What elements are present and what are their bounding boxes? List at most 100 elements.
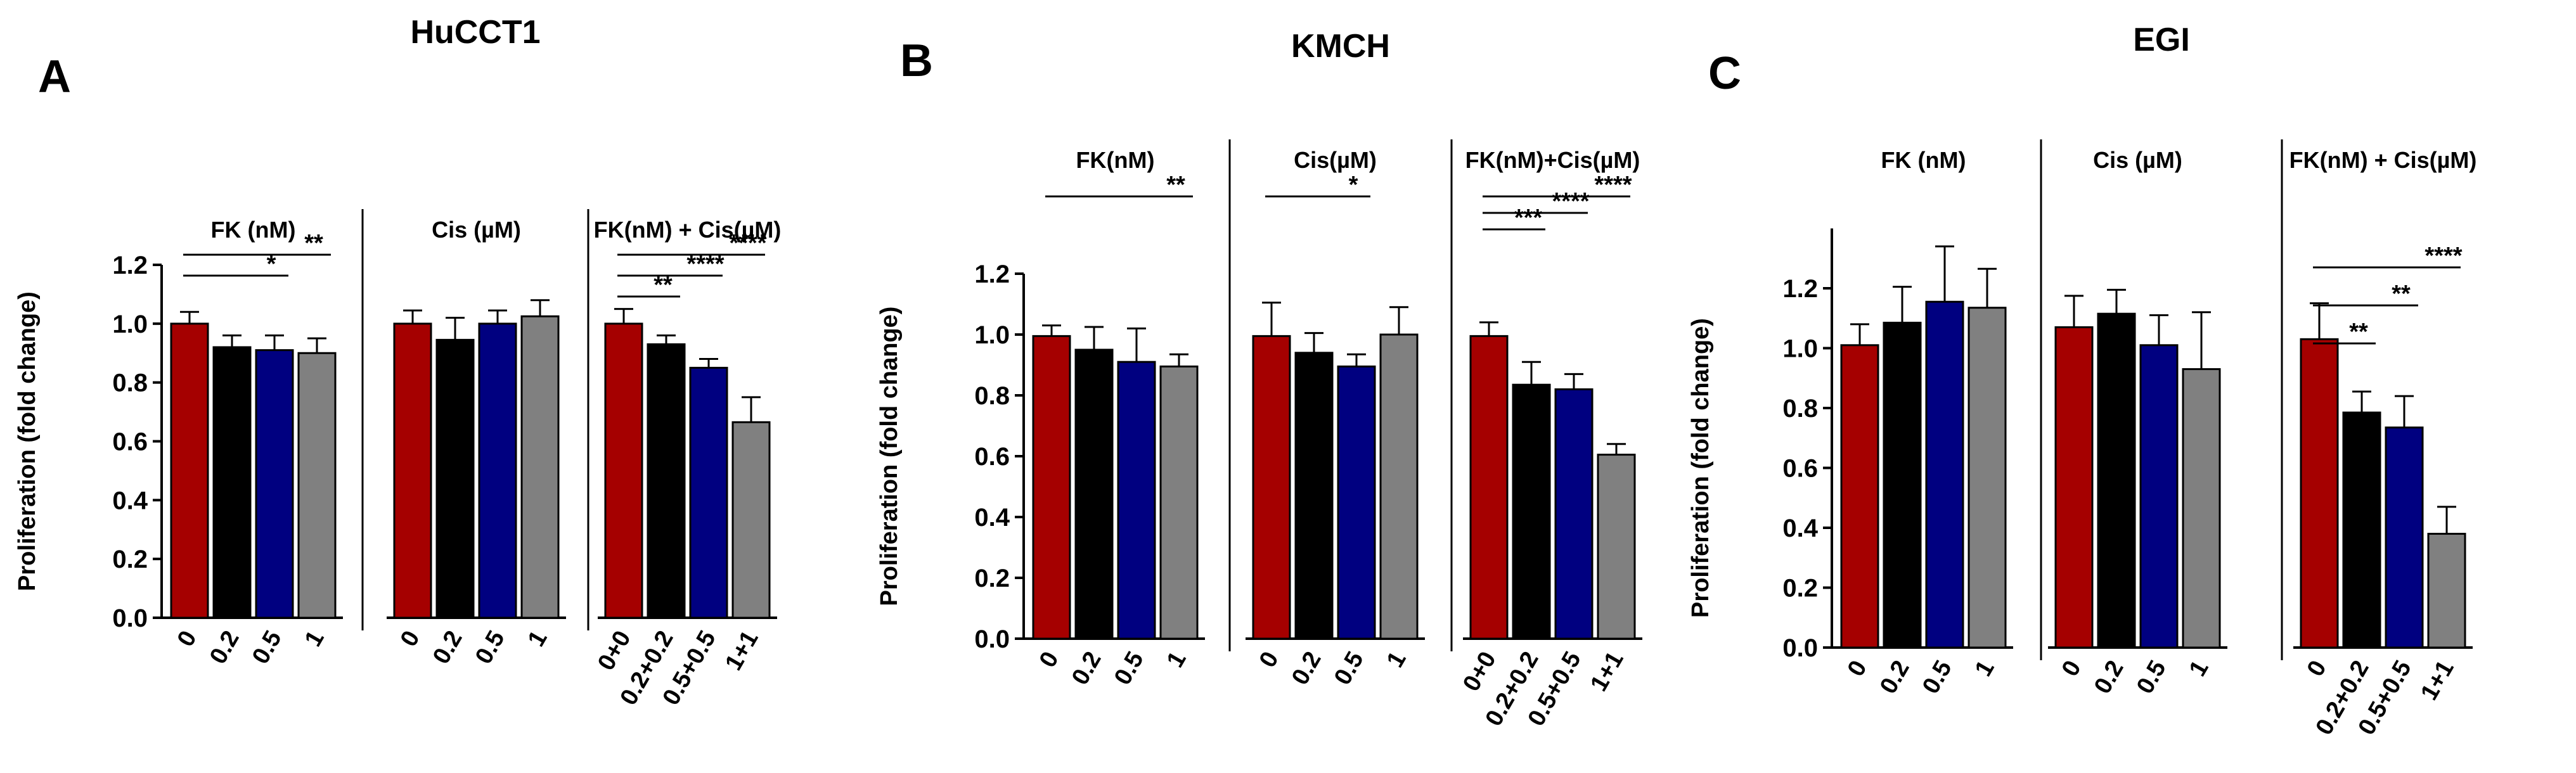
bar — [170, 323, 209, 619]
x-tick-label: 0.2 — [428, 627, 468, 669]
x-tick-label: 1+1 — [1585, 648, 1629, 696]
bar — [1379, 333, 1419, 640]
bar — [1032, 335, 1071, 640]
x-tick-label: 1 — [1162, 648, 1192, 672]
y-tick-label: 0.2 — [1782, 575, 1818, 603]
y-tick-label: 0.0 — [112, 604, 148, 632]
y-tick-label: 0.6 — [112, 428, 148, 456]
x-tick-label: 1 — [300, 627, 330, 651]
y-tick-label: 0.2 — [112, 546, 148, 573]
bar — [2097, 312, 2136, 649]
bar — [731, 421, 771, 619]
x-tick-label: 0.5 — [1329, 648, 1369, 690]
y-tick-label: 1.0 — [974, 321, 1010, 349]
bar — [1883, 321, 1922, 649]
x-tick-label: 1 — [1382, 648, 1412, 672]
y-axis-label: Proliferation (fold change) — [14, 291, 41, 591]
x-tick-label: 0.5 — [1109, 648, 1149, 690]
bar — [393, 323, 432, 619]
bar — [1967, 307, 2007, 649]
significance-label: **** — [1552, 188, 1589, 215]
bar — [212, 346, 252, 619]
x-tick-label: 0.2 — [1067, 648, 1107, 690]
x-tick-label: 0 — [2057, 656, 2087, 681]
y-tick-label: 0.4 — [112, 487, 148, 514]
group-label: Cis(µM) — [1294, 147, 1377, 173]
y-tick-label: 0.4 — [1782, 514, 1818, 542]
bar — [1294, 352, 1334, 640]
significance-label: ** — [2349, 319, 2368, 345]
group-label: FK(nM) + Cis(µM) — [594, 217, 782, 243]
x-tick-label: 0 — [396, 627, 425, 651]
group-label: FK(nM)+Cis(µM) — [1465, 147, 1640, 173]
significance-label: **** — [2425, 243, 2462, 269]
panel-a: A HuCCT1 0.0 0.2 0.4 0.6 0.8 1.0 1.2 Proliferatio… — [14, 14, 781, 710]
y-tick-label: 1.0 — [112, 310, 148, 338]
x-tick-label: 0 — [1254, 648, 1284, 672]
bar — [1554, 388, 1594, 640]
bar — [478, 323, 517, 619]
x-tick-label: 0.5 — [470, 627, 510, 669]
bar — [2054, 326, 2094, 649]
group-label: FK (nM) — [211, 217, 296, 243]
y-tick-label: 0.6 — [1782, 455, 1818, 483]
bar — [435, 338, 475, 619]
y-tick-label: 1.2 — [1782, 275, 1818, 303]
group-label: FK(nM) — [1076, 147, 1155, 173]
x-tick-label: 0+0 — [593, 627, 636, 675]
y-axis-label: Proliferation (fold change) — [1687, 318, 1714, 618]
x-tick-label: 0 — [1843, 656, 1872, 681]
x-tick-label: 0 — [172, 627, 202, 651]
x-tick-label: 0.2 — [1875, 656, 1915, 699]
bar — [1512, 383, 1551, 640]
panel-label: C — [1708, 48, 1741, 99]
y-tick-label: 1.2 — [974, 260, 1010, 288]
group-label: FK (nM) — [1881, 147, 1966, 173]
x-tick-label: 1 — [1970, 656, 2000, 681]
x-tick-label: 0.5 — [2132, 656, 2172, 699]
y-tick-label: 0.4 — [974, 504, 1010, 532]
x-tick-label: 0.5 — [1917, 656, 1957, 699]
bar — [1840, 344, 1879, 649]
significance-label: ** — [2392, 281, 2411, 307]
bar — [2139, 344, 2179, 649]
panel-label: B — [900, 35, 933, 86]
bar — [689, 366, 728, 619]
bar — [297, 352, 337, 619]
bar — [2385, 426, 2424, 649]
group-label: Cis (µM) — [432, 217, 521, 243]
significance-label: * — [1349, 172, 1358, 198]
group-label: Cis (µM) — [2093, 147, 2182, 173]
group-label: FK(nM) + Cis(µM) — [2289, 147, 2477, 173]
bar — [1117, 361, 1156, 640]
y-axis-label: Proliferation (fold change) — [876, 307, 903, 606]
x-tick-label: 1+1 — [2416, 656, 2459, 705]
x-tick-label: 0.2 — [1287, 648, 1327, 690]
x-tick-label: 0 — [1034, 648, 1064, 672]
bar — [1469, 335, 1509, 640]
bar — [647, 343, 686, 619]
panel-label: A — [38, 51, 71, 102]
significance-label: * — [267, 251, 276, 278]
y-tick-label: 0.8 — [1782, 395, 1818, 423]
x-tick-label: 0.5 — [247, 627, 287, 669]
bar — [1597, 454, 1636, 640]
bar — [1925, 300, 1964, 649]
x-tick-label: 0 — [2302, 656, 2332, 681]
significance-label: *** — [1514, 205, 1543, 231]
panel-c: C EGI 0.0 0.2 0.4 0.6 0.8 1.0 1.2 Proliferation (… — [1687, 22, 2476, 739]
x-tick-label: 0+0 — [1458, 648, 1502, 696]
y-tick-label: 0.2 — [974, 565, 1010, 592]
y-tick-label: 1.2 — [112, 252, 148, 279]
bar — [2182, 368, 2221, 649]
x-tick-label: 0.2 — [205, 627, 245, 669]
chart-title: HuCCT1 — [410, 14, 540, 51]
bar — [1252, 335, 1291, 640]
significance-label: ** — [304, 230, 323, 257]
x-tick-label: 1 — [2184, 656, 2214, 681]
y-tick-label: 0.8 — [974, 382, 1010, 410]
significance-label: ** — [1166, 172, 1185, 198]
x-tick-label: 0.2 — [2089, 656, 2129, 699]
bar — [2300, 338, 2339, 649]
